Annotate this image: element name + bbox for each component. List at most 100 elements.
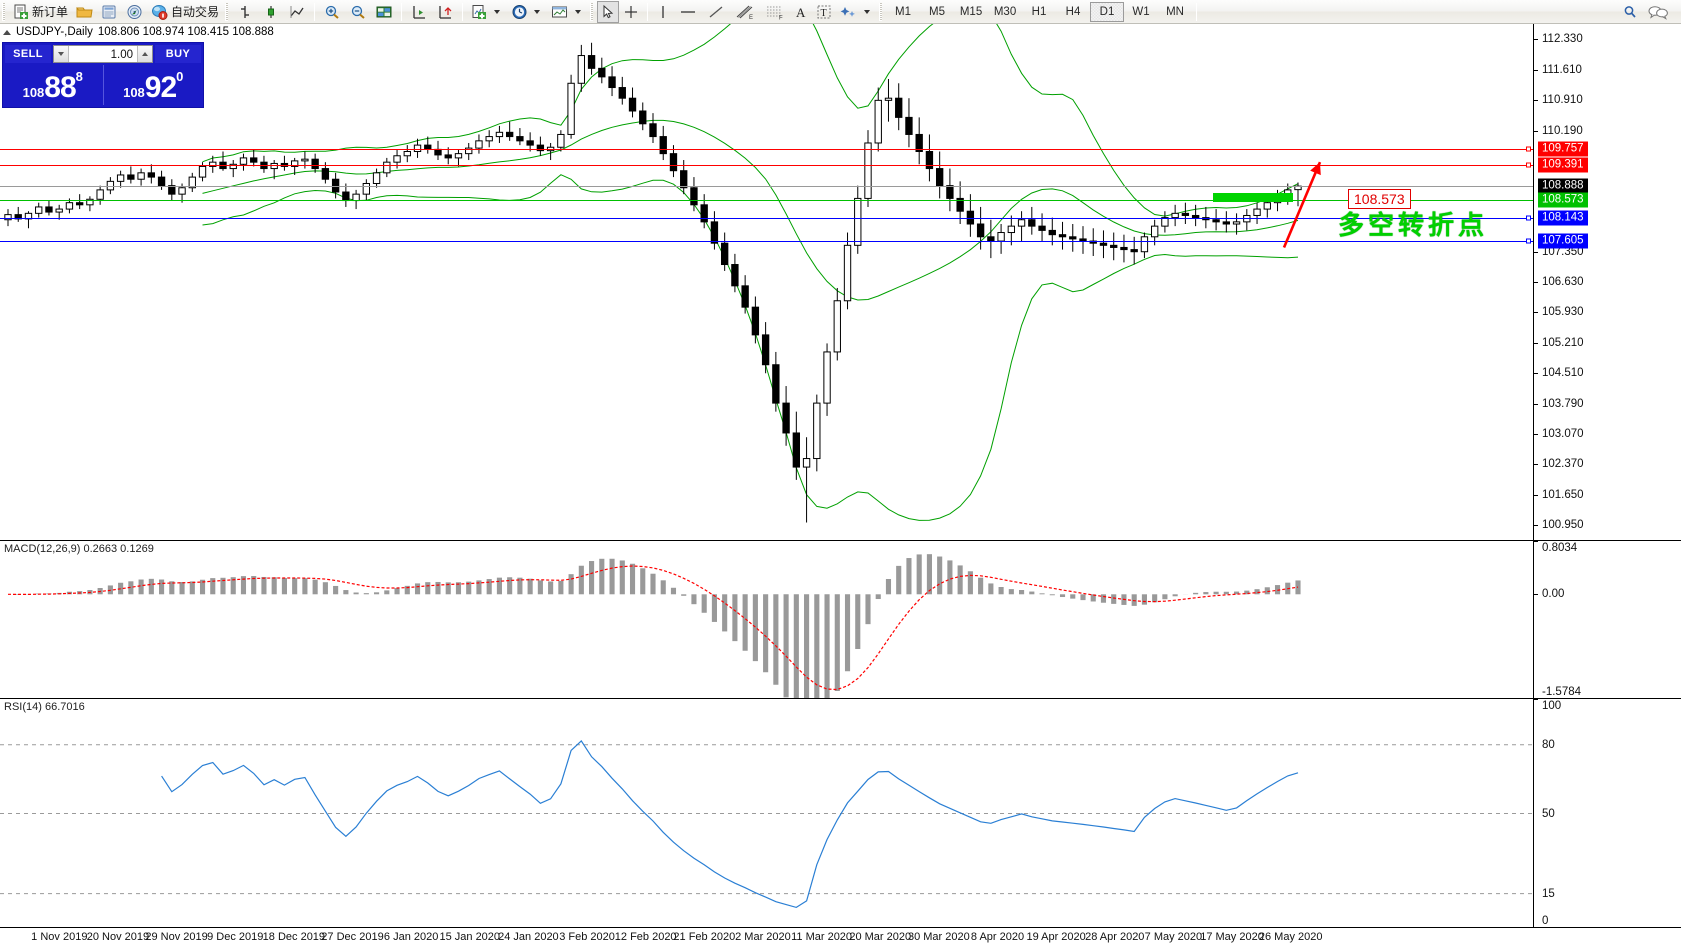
candle-body [1191,214,1200,219]
text-label-tool-button[interactable]: T [812,1,836,23]
price-level-line-107.605[interactable] [0,240,1533,242]
collapse-triangle-icon[interactable] [3,29,11,35]
rsi-plot[interactable] [0,699,1533,927]
toolbar-grip[interactable] [2,2,5,21]
volume-decrease-button[interactable] [54,46,69,62]
candle-body [1120,246,1128,251]
macd-plot[interactable] [0,541,1533,698]
navigator-button[interactable] [122,1,147,23]
market-watch-button[interactable] [72,1,97,23]
autotrading-button[interactable]: 自动交易 [147,1,223,23]
price-level-handle[interactable] [1526,215,1531,221]
templates-dropdown-caret[interactable] [575,9,582,14]
timeframe-m15[interactable]: M15 [959,5,983,18]
price-tag-109.757[interactable]: 109.757 [1538,141,1588,157]
zoom-out-button[interactable] [345,1,371,23]
rsi-axis[interactable]: 100 80 50 15 0 [1533,699,1681,927]
sell-price[interactable]: 108 88 8 [3,65,104,105]
buy-price[interactable]: 108 92 0 [104,65,204,105]
time-axis[interactable]: 1 Nov 2019 20 Nov 2019 29 Nov 2019 9 Dec 20… [0,927,1681,949]
toolbar-separator-5 [1196,2,1198,21]
volume-stepper[interactable]: 1.00 [53,45,153,63]
timeframe-m30[interactable]: M30 [993,5,1017,18]
chart-shift-button[interactable] [406,1,432,23]
buy-button[interactable]: BUY [155,45,201,63]
toolbar-grip-4[interactable] [879,2,883,21]
macd-pane[interactable]: MACD(12,26,9) 0.2663 0.1269 0.8034 0.00 -1… [0,540,1681,700]
vertical-line-tool-button[interactable] [652,1,674,23]
new-order-button[interactable]: 新订单 [9,1,72,23]
text-tool-button[interactable]: A [790,1,812,23]
timeframe-h4[interactable]: H4 [1065,5,1081,18]
data-window-button[interactable] [97,1,122,23]
price-level-handle[interactable] [1526,238,1531,244]
candle-body [1130,249,1138,253]
candle-body [935,168,944,187]
candle-body [178,187,186,195]
autotrading-label: 自动交易 [171,5,220,19]
bar-chart-button[interactable] [232,1,258,23]
timeframe-m5[interactable]: M5 [929,5,946,18]
arrows-dropdown-caret[interactable] [864,9,871,14]
timeframe-w1[interactable]: W1 [1132,5,1150,18]
fibonacci-tool-button[interactable]: F [760,1,790,23]
volume-input[interactable]: 1.00 [69,46,137,62]
candle-body [557,133,565,148]
target-price-callout: 108.573 [1348,188,1411,209]
price-level-line-109.757[interactable] [0,149,1533,151]
chat-button[interactable] [1643,1,1673,23]
arrows-tool-button[interactable] [836,1,877,23]
text-icon: A [794,4,808,20]
toolbar-grip-2[interactable] [225,2,229,21]
price-plot[interactable]: 多空转折点 108.573 [0,24,1533,540]
horizontal-line-tool-button[interactable] [674,1,702,23]
price-level-line-108.888[interactable] [0,186,1533,188]
toolbar-grip-3[interactable] [590,2,594,21]
cursor-tool-button[interactable] [597,0,620,23]
price-level-line-108.143[interactable] [0,217,1533,219]
indicators-dropdown-caret[interactable] [494,9,501,14]
price-level-handle[interactable] [1526,146,1531,152]
bollinger-upper-band [202,24,1299,217]
price-tag-107.605[interactable]: 107.605 [1538,233,1588,249]
timeframe-d1[interactable]: D1 [1090,1,1125,22]
rsi-pane[interactable]: RSI(14) 66.7016 100 80 50 15 0 [0,698,1681,927]
period-dropdown-caret[interactable] [534,9,541,14]
equidistant-channel-tool-button[interactable]: E [730,1,760,23]
candle-body [96,189,104,200]
templates-button[interactable] [547,1,588,23]
price-pane[interactable]: 多空转折点 108.573 112.330 111.610 110.910 110.19… [0,24,1681,540]
timeframe-mn[interactable]: MN [1166,5,1184,18]
price-tag-108.888[interactable]: 108.888 [1538,178,1588,194]
candle-body [75,202,84,206]
chart-autoscroll-button[interactable] [432,1,458,23]
price-level-handle[interactable] [1526,162,1531,168]
price-level-line-109.391[interactable] [0,164,1533,166]
price-axis[interactable]: 112.330 111.610 110.910 110.190 107.350 106.6… [1533,24,1681,540]
zoom-in-button[interactable] [319,1,345,23]
price-tag-109.391[interactable]: 109.391 [1538,157,1588,173]
tile-windows-button[interactable] [371,1,397,23]
target-zone-rectangle[interactable] [1213,193,1293,203]
timeframe-m1[interactable]: M1 [895,5,912,18]
line-chart-button[interactable] [284,1,310,23]
one-click-trading-panel[interactable]: SELL 1.00 BUY 108 88 8 108 92 0 [2,42,204,108]
trendline-tool-button[interactable] [702,1,730,23]
timeframe-h1[interactable]: H1 [1031,5,1047,18]
candle-body [465,147,473,155]
time-axis-label: 19 Apr 2020 [1026,931,1086,943]
chart-area[interactable]: 多空转折点 108.573 112.330 111.610 110.910 110.19… [0,24,1681,949]
crosshair-tool-button[interactable] [619,1,643,23]
price-level-line-108.573[interactable] [0,199,1533,201]
sell-button[interactable]: SELL [5,45,51,63]
period-button[interactable] [507,1,547,23]
indicators-button[interactable] [467,1,507,23]
symbol-ohlc: 108.806 108.974 108.415 108.888 [97,26,274,38]
price-tag-108.573[interactable]: 108.573 [1538,192,1588,208]
candlestick-chart-button[interactable] [258,1,284,23]
macd-axis[interactable]: 0.8034 0.00 -1.5784 [1533,541,1681,700]
volume-increase-button[interactable] [137,46,152,62]
candle-body [495,131,504,138]
search-button[interactable] [1617,1,1643,23]
price-tag-108.143[interactable]: 108.143 [1538,210,1588,226]
